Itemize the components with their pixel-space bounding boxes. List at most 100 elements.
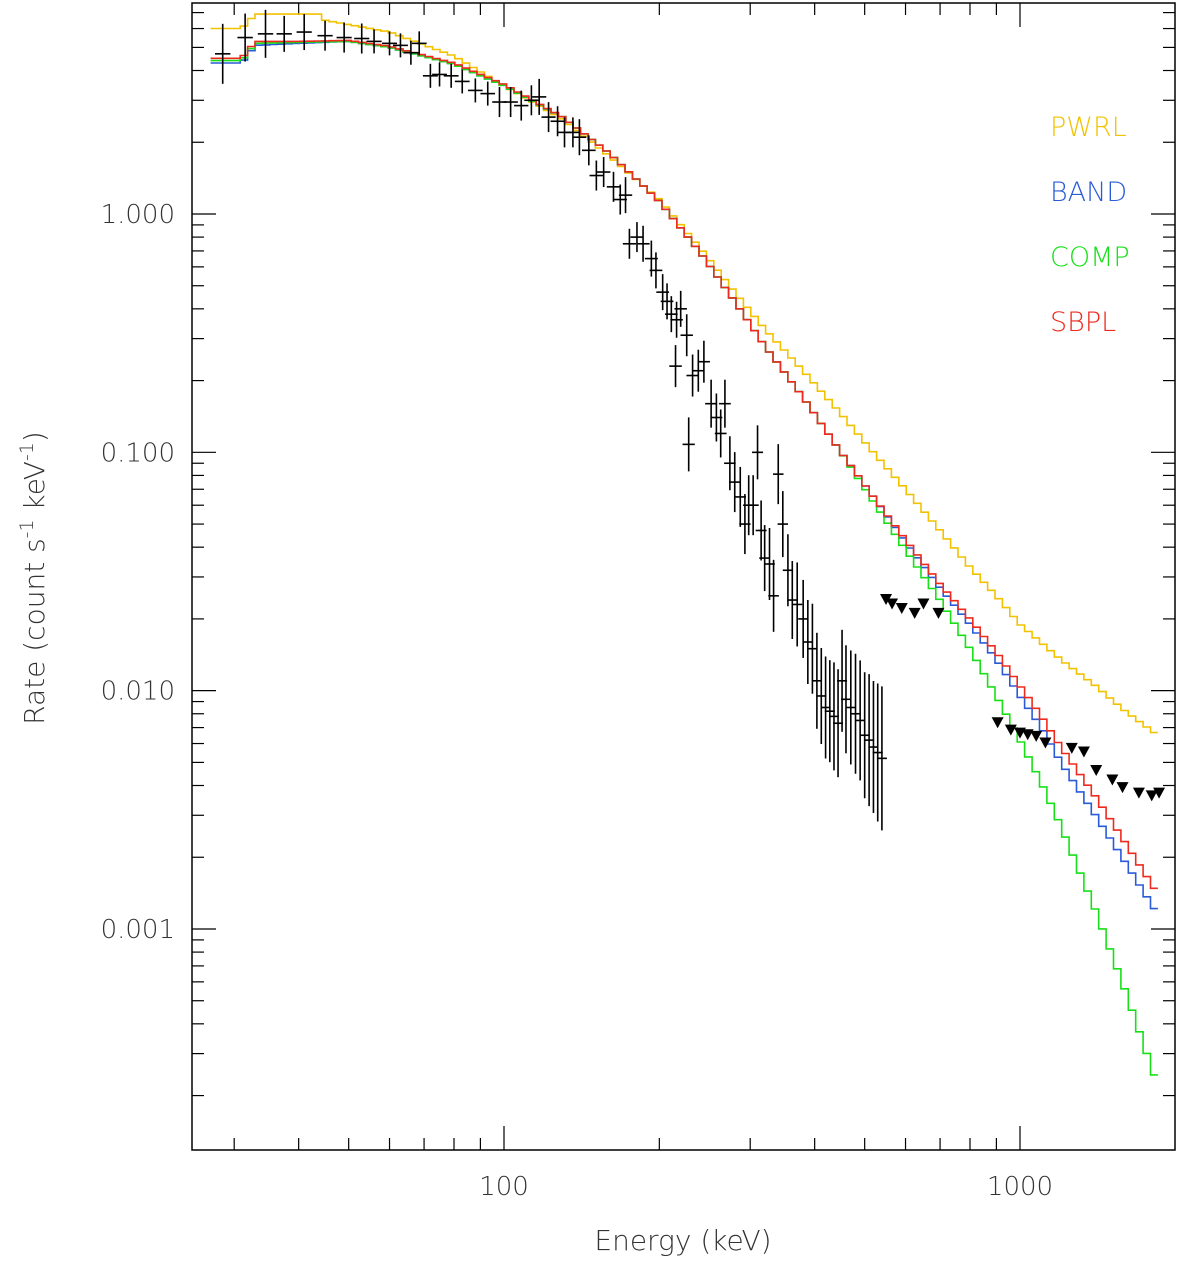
y-tick-label: 1.000	[101, 200, 175, 230]
data-point	[514, 90, 529, 121]
data-point	[566, 117, 580, 148]
data-point	[366, 29, 382, 54]
upper-limit-marker	[1021, 729, 1034, 741]
data-point	[606, 171, 621, 202]
data-point	[705, 379, 718, 428]
data-point	[850, 653, 861, 774]
upper-limit-marker	[1090, 765, 1103, 777]
data-point	[864, 674, 875, 807]
series-pwrl-line	[210, 13, 1158, 734]
data-point	[618, 177, 633, 214]
data-point	[777, 491, 789, 558]
upper-limit-marker	[908, 607, 921, 619]
data-point	[503, 87, 518, 118]
y-tick-label: 0.010	[101, 677, 175, 707]
data-point	[807, 603, 818, 694]
data-point	[572, 119, 587, 156]
data-point	[432, 62, 447, 87]
data-point	[296, 14, 312, 51]
upper-limit-marker	[895, 603, 908, 615]
data-point	[876, 686, 887, 831]
data-point	[768, 559, 779, 632]
data-point	[382, 31, 398, 56]
data-point	[714, 409, 727, 458]
data-point	[214, 23, 231, 84]
data-point	[581, 135, 596, 166]
upper-limit-marker	[1039, 737, 1052, 749]
upper-limit-marker	[1132, 787, 1145, 799]
data-point	[782, 534, 794, 607]
legend-entry-band: BAND	[1050, 177, 1127, 208]
data-point	[354, 23, 370, 54]
data-point	[798, 579, 809, 658]
data-point	[665, 296, 678, 333]
data-point	[622, 228, 637, 259]
data-point	[811, 632, 822, 729]
upper-limits	[880, 594, 1166, 802]
data-point	[859, 672, 870, 799]
data-point	[792, 562, 803, 647]
data-point	[787, 561, 798, 640]
legend-entry-sbpl: SBPL	[1050, 307, 1116, 338]
upper-limit-marker	[1065, 742, 1078, 754]
data-point	[680, 314, 693, 357]
plot-frame	[191, 2, 1176, 1151]
data-point	[257, 9, 274, 58]
data-point	[868, 681, 879, 814]
data-point	[669, 345, 682, 388]
data-point	[443, 63, 459, 88]
data-point	[682, 417, 695, 472]
data-point	[820, 656, 831, 759]
data-point	[480, 81, 496, 106]
x-tick-label: 1000	[987, 1172, 1053, 1202]
data-point	[872, 683, 883, 822]
legend-entry-pwrl: PWRL	[1050, 112, 1127, 143]
upper-limit-marker	[1030, 730, 1043, 742]
data-point	[816, 647, 827, 744]
data-point	[630, 222, 644, 253]
data-point	[336, 22, 352, 53]
data-point	[596, 157, 611, 188]
data-point	[636, 225, 650, 262]
data-point	[317, 20, 333, 51]
upper-limit-marker	[991, 717, 1004, 729]
series-comp-line	[210, 40, 1158, 1076]
data-point	[824, 660, 835, 763]
data-point	[550, 106, 565, 137]
data-point	[422, 63, 438, 88]
data-point	[747, 475, 759, 536]
data-point	[759, 525, 771, 592]
data-point	[840, 645, 851, 754]
data-point	[724, 436, 736, 491]
axis-ticks	[192, 3, 1175, 1150]
y-tick-label: 0.001	[101, 915, 175, 945]
upper-limit-marker	[880, 594, 893, 606]
legend-entry-comp: COMP	[1050, 242, 1130, 273]
data-point	[855, 660, 866, 781]
x-tick-label: 100	[479, 1172, 529, 1202]
data-point	[403, 40, 419, 65]
upper-limit-marker	[932, 607, 945, 619]
upper-limit-marker	[1106, 774, 1119, 786]
upper-limit-marker	[1116, 782, 1129, 794]
data-point	[674, 290, 687, 327]
series-band-line	[210, 40, 1158, 910]
data-point	[524, 85, 539, 116]
data-point	[719, 379, 731, 428]
data-point	[845, 650, 856, 765]
data-point	[411, 31, 427, 56]
data-point	[728, 452, 741, 513]
upper-limit-marker	[1153, 787, 1166, 799]
data-point	[454, 69, 470, 94]
data-point	[734, 466, 746, 527]
data-point	[686, 354, 699, 397]
data-point	[613, 184, 627, 215]
data-point	[649, 252, 663, 289]
data-point	[237, 13, 253, 62]
x-axis-title: Energy (keV)	[594, 1224, 771, 1257]
data-point	[589, 160, 604, 191]
data-point	[802, 600, 813, 685]
data-point	[276, 15, 292, 52]
data-point	[692, 349, 705, 392]
